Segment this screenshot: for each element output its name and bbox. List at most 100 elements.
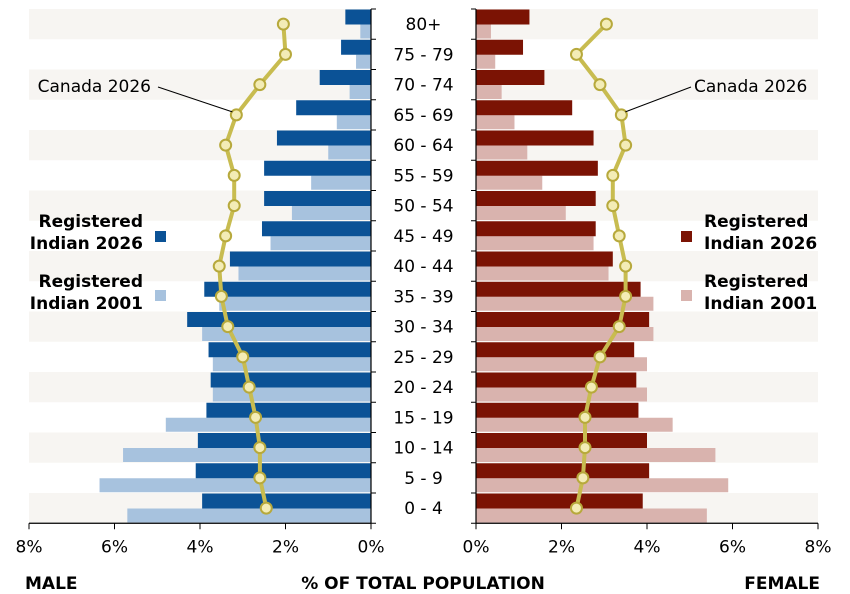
bar-female-2026	[476, 191, 596, 206]
canada-2026-point-male	[242, 380, 256, 394]
canada-2026-point-male	[219, 229, 233, 243]
age-group-label: 60 - 64	[393, 136, 453, 156]
canada-2026-point-female	[599, 17, 613, 31]
bar-male-2001	[349, 85, 371, 99]
bar-male-2001	[336, 115, 371, 130]
bar-male-2001	[123, 448, 371, 462]
bar-female-2026	[476, 70, 545, 85]
canada-2026-point-male	[259, 501, 273, 515]
canada-2026-point-female	[606, 168, 620, 182]
row-band-male	[29, 9, 371, 40]
annotation-leader-male	[157, 86, 233, 113]
row-band-male	[29, 69, 371, 100]
footer: MALE % OF TOTAL POPULATION FEMALE	[25, 574, 820, 594]
annotation-canada-2026-male: Canada 2026	[38, 77, 151, 97]
canada-2026-point-male	[279, 47, 292, 61]
bar-female-2026	[476, 221, 596, 237]
canada-2026-point-female	[614, 108, 628, 122]
bar-male-2001	[165, 417, 371, 432]
canada-2026-point-male	[214, 289, 228, 303]
x-tick-label-female: 4%	[634, 537, 661, 557]
bar-female-2026	[476, 463, 650, 479]
canada-2026-point-male	[227, 168, 241, 182]
bar-male-2001	[212, 387, 371, 402]
age-group-label: 70 - 74	[393, 76, 453, 96]
bar-male-2026	[187, 312, 371, 327]
bar-male-2026	[261, 221, 371, 237]
bar-male-2026	[204, 281, 371, 297]
x-tick-label-female: 6%	[719, 537, 746, 557]
x-tick-label-female: 2%	[548, 537, 575, 557]
age-group-label: 10 - 14	[393, 439, 453, 459]
legend-male-2026-line2: Indian 2026	[30, 234, 143, 254]
canada-2026-point-male	[227, 199, 241, 213]
bar-female-2001	[476, 175, 543, 190]
legend-female-2001-line1: Registered	[704, 272, 808, 292]
bar-male-2001	[99, 478, 371, 493]
bar-female-2026	[476, 281, 641, 297]
bar-male-2026	[264, 160, 371, 176]
bar-male-2026	[202, 493, 371, 509]
x-tick-label-male: 4%	[187, 537, 214, 557]
bar-male-2001	[291, 206, 371, 220]
canada-2026-point-female	[584, 380, 598, 394]
legend-female-2001-line2: Indian 2001	[704, 294, 817, 314]
canada-2026-point-female	[612, 320, 626, 334]
annotations: Canada 2026 Canada 2026	[38, 77, 807, 113]
bar-female-2026	[476, 493, 643, 509]
canada-2026-point-female	[593, 78, 607, 92]
bar-female-2026	[476, 312, 650, 327]
bar-female-2026	[476, 100, 573, 116]
age-group-label: 55 - 59	[393, 166, 453, 186]
legend-female-2026-line1: Registered	[704, 212, 808, 232]
canada-2026-point-male	[253, 441, 267, 455]
legend-male-2001-line2: Indian 2001	[30, 294, 143, 314]
bar-male-2001	[328, 145, 371, 160]
x-tick-label-male: 2%	[272, 537, 299, 557]
canada-2026-point-male	[229, 108, 243, 122]
age-group-label: 35 - 39	[393, 287, 453, 307]
bar-male-2026	[210, 372, 371, 388]
bar-male-2001	[127, 508, 371, 523]
bar-male-2001	[360, 24, 371, 39]
canada-2026-point-female	[578, 410, 592, 424]
x-tick-label-male: 0%	[358, 537, 385, 557]
canada-lines	[212, 17, 633, 515]
bar-male-2026	[206, 402, 371, 418]
bar-female-2001	[476, 508, 707, 523]
age-group-label: 5 - 9	[404, 469, 443, 489]
canada-2026-point-male	[249, 410, 263, 424]
bar-male-2026	[208, 342, 371, 358]
bar-female-2026	[476, 433, 647, 448]
age-group-label: 80+	[406, 15, 442, 35]
x-tick-label-female: 8%	[805, 537, 832, 557]
bar-male-2026	[197, 433, 371, 448]
canada-2026-point-female	[578, 441, 592, 455]
age-group-label: 50 - 54	[393, 197, 453, 217]
age-group-label: 15 - 19	[393, 408, 453, 428]
age-group-label: 30 - 34	[393, 318, 453, 338]
axes: 8% 6% 4% 2% 0% 0% 2% 4% 6% 8%	[16, 8, 832, 557]
age-group-label: 75 - 79	[393, 45, 453, 65]
bar-female-2001	[476, 206, 566, 220]
canada-2026-point-female	[569, 47, 583, 61]
bar-male-2001	[356, 54, 371, 69]
bar-male-2026	[229, 251, 371, 267]
legend-swatch-male-2026	[155, 231, 166, 242]
bar-female-2001	[476, 115, 515, 130]
row-band-female	[476, 9, 818, 40]
legend-male-2001-line1: Registered	[39, 272, 143, 292]
canada-2026-point-male	[219, 138, 233, 152]
age-group-label: 0 - 4	[404, 499, 443, 519]
bar-female-2001	[476, 54, 496, 69]
bar-female-2001	[476, 478, 729, 493]
bar-male-2026	[276, 130, 371, 146]
age-group-label: 65 - 69	[393, 106, 453, 126]
bar-female-2026	[476, 372, 637, 388]
annotation-canada-2026-female: Canada 2026	[694, 77, 807, 97]
annotation-leader-female	[625, 86, 692, 113]
bar-female-2001	[476, 448, 716, 462]
bar-male-2001	[202, 327, 371, 341]
bar-female-2026	[476, 342, 635, 358]
